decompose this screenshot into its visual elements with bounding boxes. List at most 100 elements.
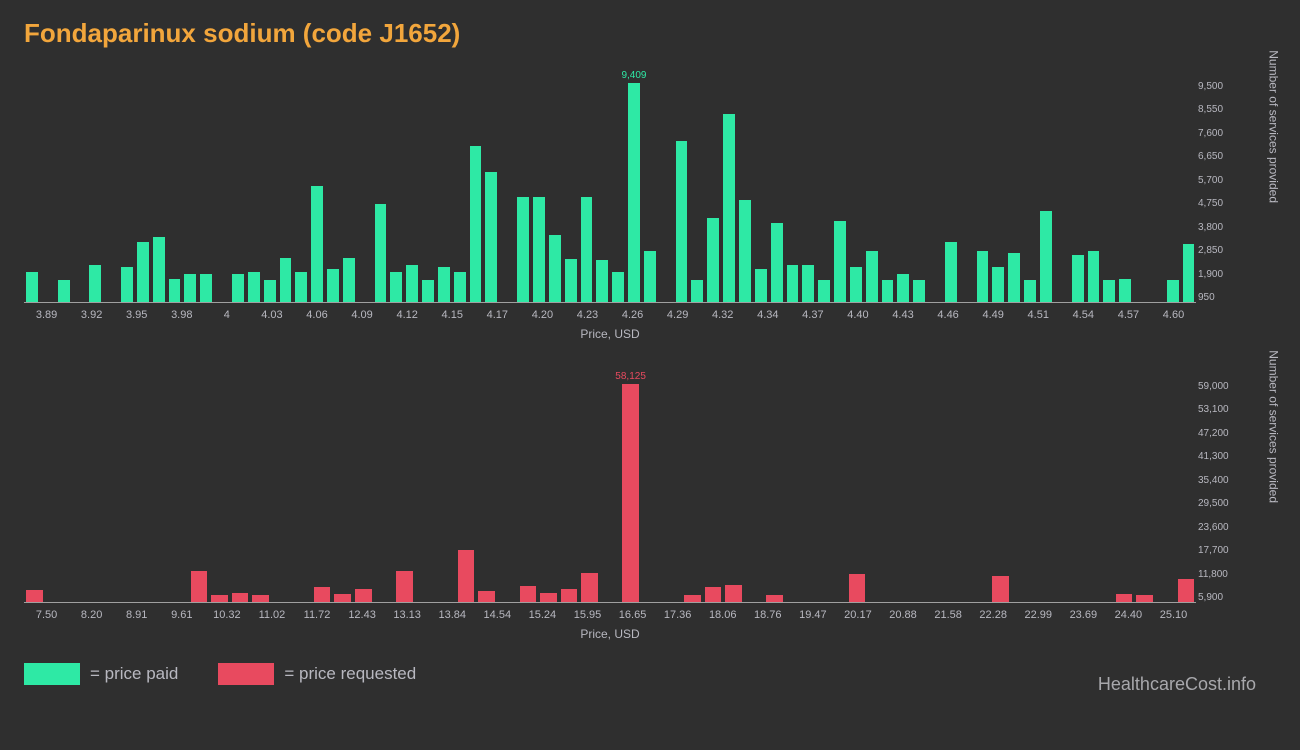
x-tick: 4.57 <box>1106 309 1151 321</box>
y-tick: 5,900 <box>1198 592 1246 603</box>
bar <box>1040 211 1052 302</box>
y-axis-label: Number of services provided <box>1267 50 1281 203</box>
x-axis-label: Price, USD <box>24 627 1196 641</box>
bar <box>818 280 830 302</box>
bar <box>612 272 624 302</box>
bar <box>232 593 249 602</box>
x-tick: 4.43 <box>880 309 925 321</box>
bar <box>787 265 799 302</box>
bar <box>581 197 593 302</box>
bar <box>121 267 133 302</box>
bar <box>540 593 557 602</box>
legend-swatch-requested <box>218 663 274 685</box>
bar <box>58 280 70 302</box>
y-tick: 53,100 <box>1198 404 1246 415</box>
bar <box>992 576 1009 602</box>
bar <box>1103 280 1115 302</box>
bar <box>89 265 101 302</box>
legend-item-paid: = price paid <box>24 663 178 685</box>
bar <box>755 269 767 302</box>
x-tick: 4.49 <box>971 309 1016 321</box>
chart-price-paid: 9,409 3.893.923.953.9844.034.064.094.124… <box>24 63 1276 343</box>
x-tick: 4.51 <box>1016 309 1061 321</box>
bar: 58,125 <box>622 384 639 602</box>
y-tick: 17,700 <box>1198 545 1246 556</box>
y-tick: 23,600 <box>1198 522 1246 533</box>
x-tick: 17.36 <box>655 609 700 621</box>
bar <box>707 218 719 302</box>
bar <box>644 251 656 302</box>
bar <box>565 259 577 302</box>
bar <box>520 586 537 602</box>
bar <box>705 587 722 602</box>
x-tick: 3.89 <box>24 309 69 321</box>
bar <box>977 251 989 302</box>
x-axis-label: Price, USD <box>24 327 1196 341</box>
bar <box>1116 594 1133 602</box>
bar <box>561 589 578 602</box>
x-tick: 24.40 <box>1106 609 1151 621</box>
y-axis-label: Number of services provided <box>1267 350 1281 503</box>
bar <box>311 186 323 302</box>
x-tick: 4.60 <box>1151 309 1196 321</box>
bar <box>802 265 814 302</box>
bar <box>232 274 244 302</box>
x-tick: 15.24 <box>520 609 565 621</box>
bar <box>248 272 260 302</box>
bar <box>1167 280 1179 302</box>
bar <box>26 590 43 602</box>
x-tick: 4.15 <box>430 309 475 321</box>
x-tick: 25.10 <box>1151 609 1196 621</box>
x-tick: 4.26 <box>610 309 655 321</box>
y-tick: 4,750 <box>1198 198 1246 209</box>
x-tick: 18.76 <box>745 609 790 621</box>
bar <box>327 269 339 302</box>
bar <box>725 585 742 602</box>
bar <box>1008 253 1020 302</box>
bar <box>684 595 701 602</box>
x-tick: 21.58 <box>926 609 971 621</box>
bar <box>1024 280 1036 302</box>
y-tick: 5,700 <box>1198 175 1246 186</box>
bar <box>169 279 181 302</box>
x-tick: 13.84 <box>430 609 475 621</box>
y-tick: 7,600 <box>1198 128 1246 139</box>
x-tick: 9.61 <box>159 609 204 621</box>
bar <box>314 587 331 602</box>
y-tick: 2,850 <box>1198 245 1246 256</box>
bar <box>280 258 292 302</box>
legend: = price paid = price requested <box>24 663 1276 685</box>
bar <box>882 280 894 302</box>
legend-item-requested: = price requested <box>218 663 416 685</box>
legend-label-requested: = price requested <box>284 664 416 684</box>
x-tick: 12.43 <box>340 609 385 621</box>
x-tick: 4.29 <box>655 309 700 321</box>
y-tick: 41,300 <box>1198 451 1246 462</box>
bar <box>596 260 608 302</box>
y-tick: 8,550 <box>1198 104 1246 115</box>
x-tick: 7.50 <box>24 609 69 621</box>
bar <box>454 272 466 302</box>
x-tick: 8.91 <box>114 609 159 621</box>
x-tick: 3.95 <box>114 309 159 321</box>
x-tick: 8.20 <box>69 609 114 621</box>
bar <box>866 251 878 302</box>
bar <box>343 258 355 302</box>
bar <box>478 591 495 602</box>
bar <box>517 197 529 302</box>
x-tick: 4.32 <box>700 309 745 321</box>
x-tick: 19.47 <box>790 609 835 621</box>
x-tick: 4.09 <box>340 309 385 321</box>
bar <box>211 595 228 602</box>
y-tick: 59,000 <box>1198 381 1246 392</box>
bar <box>549 235 561 302</box>
x-tick: 4.06 <box>294 309 339 321</box>
x-tick: 4.20 <box>520 309 565 321</box>
bar <box>766 595 783 602</box>
bar <box>676 141 688 302</box>
bar <box>1136 595 1153 602</box>
watermark: HealthcareCost.info <box>1098 674 1256 695</box>
bar <box>897 274 909 302</box>
x-tick: 20.88 <box>880 609 925 621</box>
bar <box>137 242 149 302</box>
